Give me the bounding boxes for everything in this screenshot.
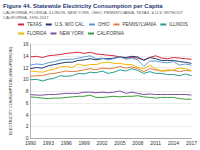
svg-text:CALIFORNIA, FLORIDA, ILLINOIS,: CALIFORNIA, FLORIDA, ILLINOIS, NEW YORK,… <box>3 10 184 15</box>
svg-text:1996: 1996 <box>61 140 72 146</box>
svg-text:2014: 2014 <box>168 140 179 146</box>
svg-text:2008: 2008 <box>132 140 143 146</box>
svg-text:TEXAS: TEXAS <box>27 22 42 27</box>
svg-text:CALIFORNIA, 1990-2017: CALIFORNIA, 1990-2017 <box>3 15 49 20</box>
svg-text:Figure 44. Statewide Electrici: Figure 44. Statewide Electricity Consump… <box>3 3 163 9</box>
svg-text:4: 4 <box>26 112 29 118</box>
svg-text:2017: 2017 <box>186 140 197 146</box>
svg-text:1990: 1990 <box>25 140 36 146</box>
svg-text:6: 6 <box>26 100 29 106</box>
svg-text:10: 10 <box>23 76 29 82</box>
svg-text:CALIFORNIA: CALIFORNIA <box>97 31 124 36</box>
svg-text:2: 2 <box>26 123 29 129</box>
svg-text:FLORIDA: FLORIDA <box>27 31 47 36</box>
svg-text:1999: 1999 <box>79 140 90 146</box>
svg-text:0: 0 <box>25 135 29 141</box>
svg-text:1993: 1993 <box>43 140 54 146</box>
svg-text:ELECTRICITY CONSUMPTION (MWh/P: ELECTRICITY CONSUMPTION (MWh/PERSON) <box>8 46 13 135</box>
svg-text:2011: 2011 <box>150 140 161 146</box>
svg-text:NEW YORK: NEW YORK <box>60 31 84 36</box>
svg-text:12: 12 <box>23 65 29 71</box>
svg-text:U.S. W/O CAL.: U.S. W/O CAL. <box>55 22 85 27</box>
svg-text:PENNSYLVANIA: PENNSYLVANIA <box>123 22 157 27</box>
svg-text:16: 16 <box>23 41 29 47</box>
svg-text:14: 14 <box>23 53 29 59</box>
svg-text:8: 8 <box>26 88 29 94</box>
svg-text:2005: 2005 <box>114 140 125 146</box>
svg-text:ILLINOIS: ILLINOIS <box>169 22 188 27</box>
svg-text:OHIO: OHIO <box>98 22 110 27</box>
svg-text:2002: 2002 <box>96 140 107 146</box>
